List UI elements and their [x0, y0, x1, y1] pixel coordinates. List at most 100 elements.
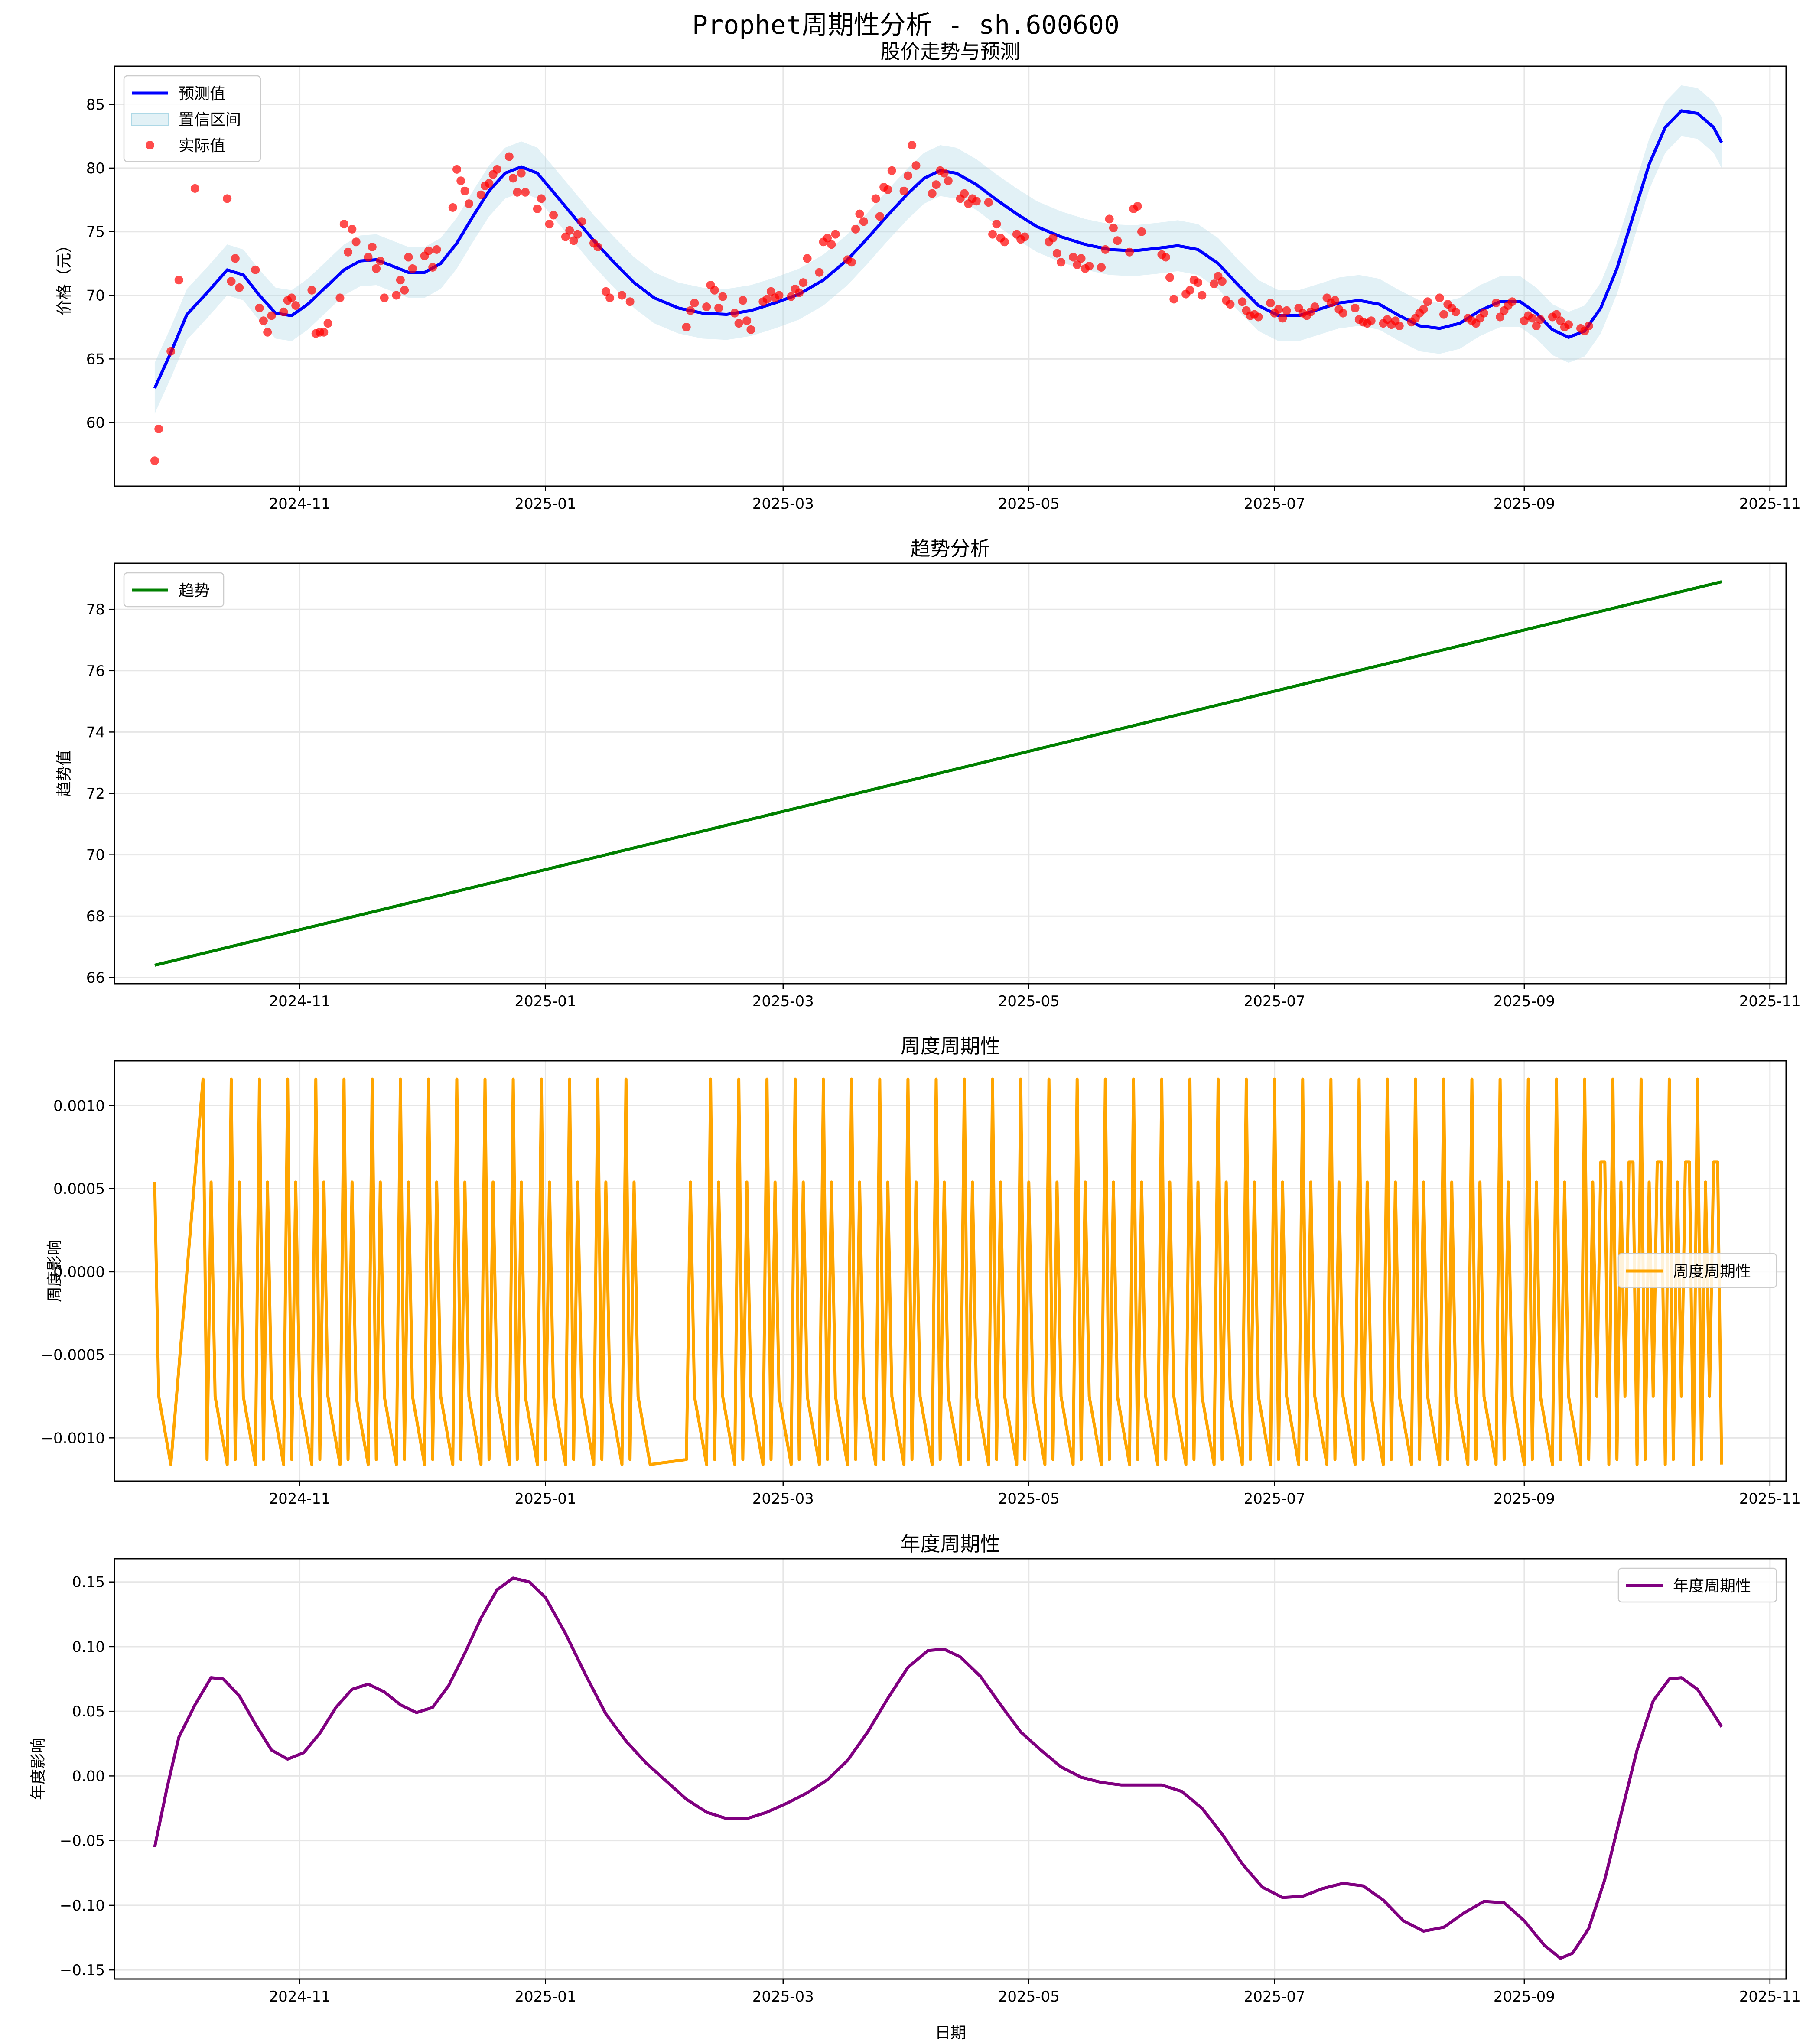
x-tick-label: 2025-07	[1244, 993, 1305, 1010]
actual-value-point	[1556, 316, 1565, 325]
legend-label: 周度周期性	[1673, 1263, 1751, 1280]
actual-value-point	[601, 287, 610, 296]
actual-value-point	[1367, 316, 1376, 325]
actual-value-point	[730, 309, 739, 318]
actual-value-point	[452, 165, 461, 174]
price-y-axis-label: 价格（元）	[55, 237, 73, 315]
x-tick-label: 2025-03	[752, 1988, 814, 2005]
actual-value-point	[456, 176, 465, 185]
actual-value-point	[794, 288, 804, 297]
actual-value-point	[1194, 278, 1203, 287]
x-tick-label: 2025-03	[752, 993, 814, 1010]
actual-value-point	[1125, 247, 1134, 257]
actual-value-point	[1077, 254, 1086, 263]
legend-swatch-marker	[146, 141, 154, 149]
x-tick-label: 2025-01	[514, 1988, 576, 2005]
actual-value-point	[1528, 314, 1537, 323]
actual-value-point	[400, 286, 409, 295]
price-grid	[114, 66, 1786, 486]
x-tick-label: 2025-05	[998, 1490, 1060, 1508]
y-tick-label: 0.05	[72, 1703, 105, 1720]
actual-value-point	[1508, 297, 1517, 306]
actual-value-point	[1435, 293, 1444, 302]
x-tick-label: 2025-11	[1739, 1490, 1801, 1508]
actual-value-point	[476, 190, 485, 199]
actual-value-point	[887, 166, 896, 175]
actual-value-point	[1278, 314, 1287, 323]
actual-value-point	[1198, 291, 1207, 300]
actual-value-point	[464, 199, 473, 208]
actual-value-point	[831, 230, 840, 239]
x-tick-label: 2025-09	[1494, 1490, 1555, 1508]
actual-value-point	[263, 328, 272, 337]
weekly-plot-area	[153, 1077, 1723, 1466]
actual-value-point	[174, 276, 183, 285]
actual-value-point	[682, 322, 691, 331]
actual-value-point	[1169, 295, 1178, 304]
actual-value-point	[380, 293, 389, 302]
actual-value-point	[521, 188, 530, 197]
price-plot-area	[150, 85, 1723, 465]
actual-value-point	[287, 293, 296, 302]
y-tick-label: 60	[86, 414, 105, 432]
actual-value-point	[1105, 214, 1114, 224]
actual-value-point	[593, 242, 602, 251]
y-tick-label: 78	[86, 601, 105, 618]
legend-label: 年度周期性	[1673, 1577, 1751, 1595]
x-tick-label: 2025-07	[1244, 1490, 1305, 1508]
y-tick-label: 68	[86, 908, 105, 925]
actual-value-point	[738, 296, 747, 305]
legend-label: 置信区间	[179, 111, 241, 129]
actual-value-point	[251, 265, 260, 274]
actual-value-point	[742, 316, 752, 325]
actual-value-point	[1479, 309, 1488, 318]
y-tick-label: −0.0010	[41, 1430, 105, 1447]
actual-value-point	[533, 204, 542, 213]
x-tick-label: 2024-11	[269, 495, 330, 513]
actual-value-point	[1161, 253, 1170, 262]
legend-label: 预测值	[179, 85, 225, 103]
legend-label: 实际值	[179, 137, 225, 155]
actual-value-point	[460, 186, 469, 195]
actual-value-point	[259, 316, 268, 325]
trend-plot-area	[154, 580, 1722, 967]
actual-value-point	[851, 224, 860, 234]
actual-value-point	[859, 217, 868, 226]
actual-value-point	[1137, 227, 1146, 236]
y-tick-label: −0.0005	[41, 1347, 105, 1364]
x-tick-label: 2024-11	[269, 1988, 330, 2005]
actual-value-point	[871, 194, 880, 203]
x-tick-label: 2025-01	[514, 1490, 576, 1508]
actual-value-point	[1109, 223, 1118, 232]
actual-value-point	[855, 209, 864, 218]
y-tick-label: 0.0000	[53, 1264, 105, 1281]
actual-value-point	[307, 286, 316, 295]
actual-value-point	[1085, 262, 1094, 271]
actual-value-point	[231, 254, 240, 263]
actual-value-point	[428, 263, 437, 272]
actual-value-point	[509, 174, 518, 183]
actual-value-point	[710, 286, 719, 295]
yearly-title: 年度周期性	[901, 1532, 1000, 1556]
x-tick-label: 2025-03	[752, 1490, 814, 1508]
actual-value-point	[504, 152, 514, 161]
x-axis-label: 日期	[935, 2024, 966, 2042]
actual-value-point	[787, 292, 796, 301]
actual-value-point	[255, 303, 264, 312]
actual-value-point	[1496, 312, 1505, 322]
price-title: 股价走势与预测	[881, 40, 1020, 63]
actual-value-point	[485, 179, 494, 188]
y-tick-label: −0.15	[60, 1962, 105, 1979]
x-tick-label: 2024-11	[269, 1490, 330, 1508]
yearly-frame	[114, 1558, 1787, 1980]
actual-value-point	[1331, 296, 1340, 305]
actual-value-point	[392, 291, 401, 300]
actual-value-point	[1238, 297, 1247, 306]
actual-value-point	[227, 277, 236, 286]
actual-value-point	[1351, 303, 1360, 312]
actual-value-point	[517, 169, 526, 178]
x-tick-label: 2025-11	[1739, 1988, 1801, 2005]
actual-value-point	[766, 287, 775, 296]
